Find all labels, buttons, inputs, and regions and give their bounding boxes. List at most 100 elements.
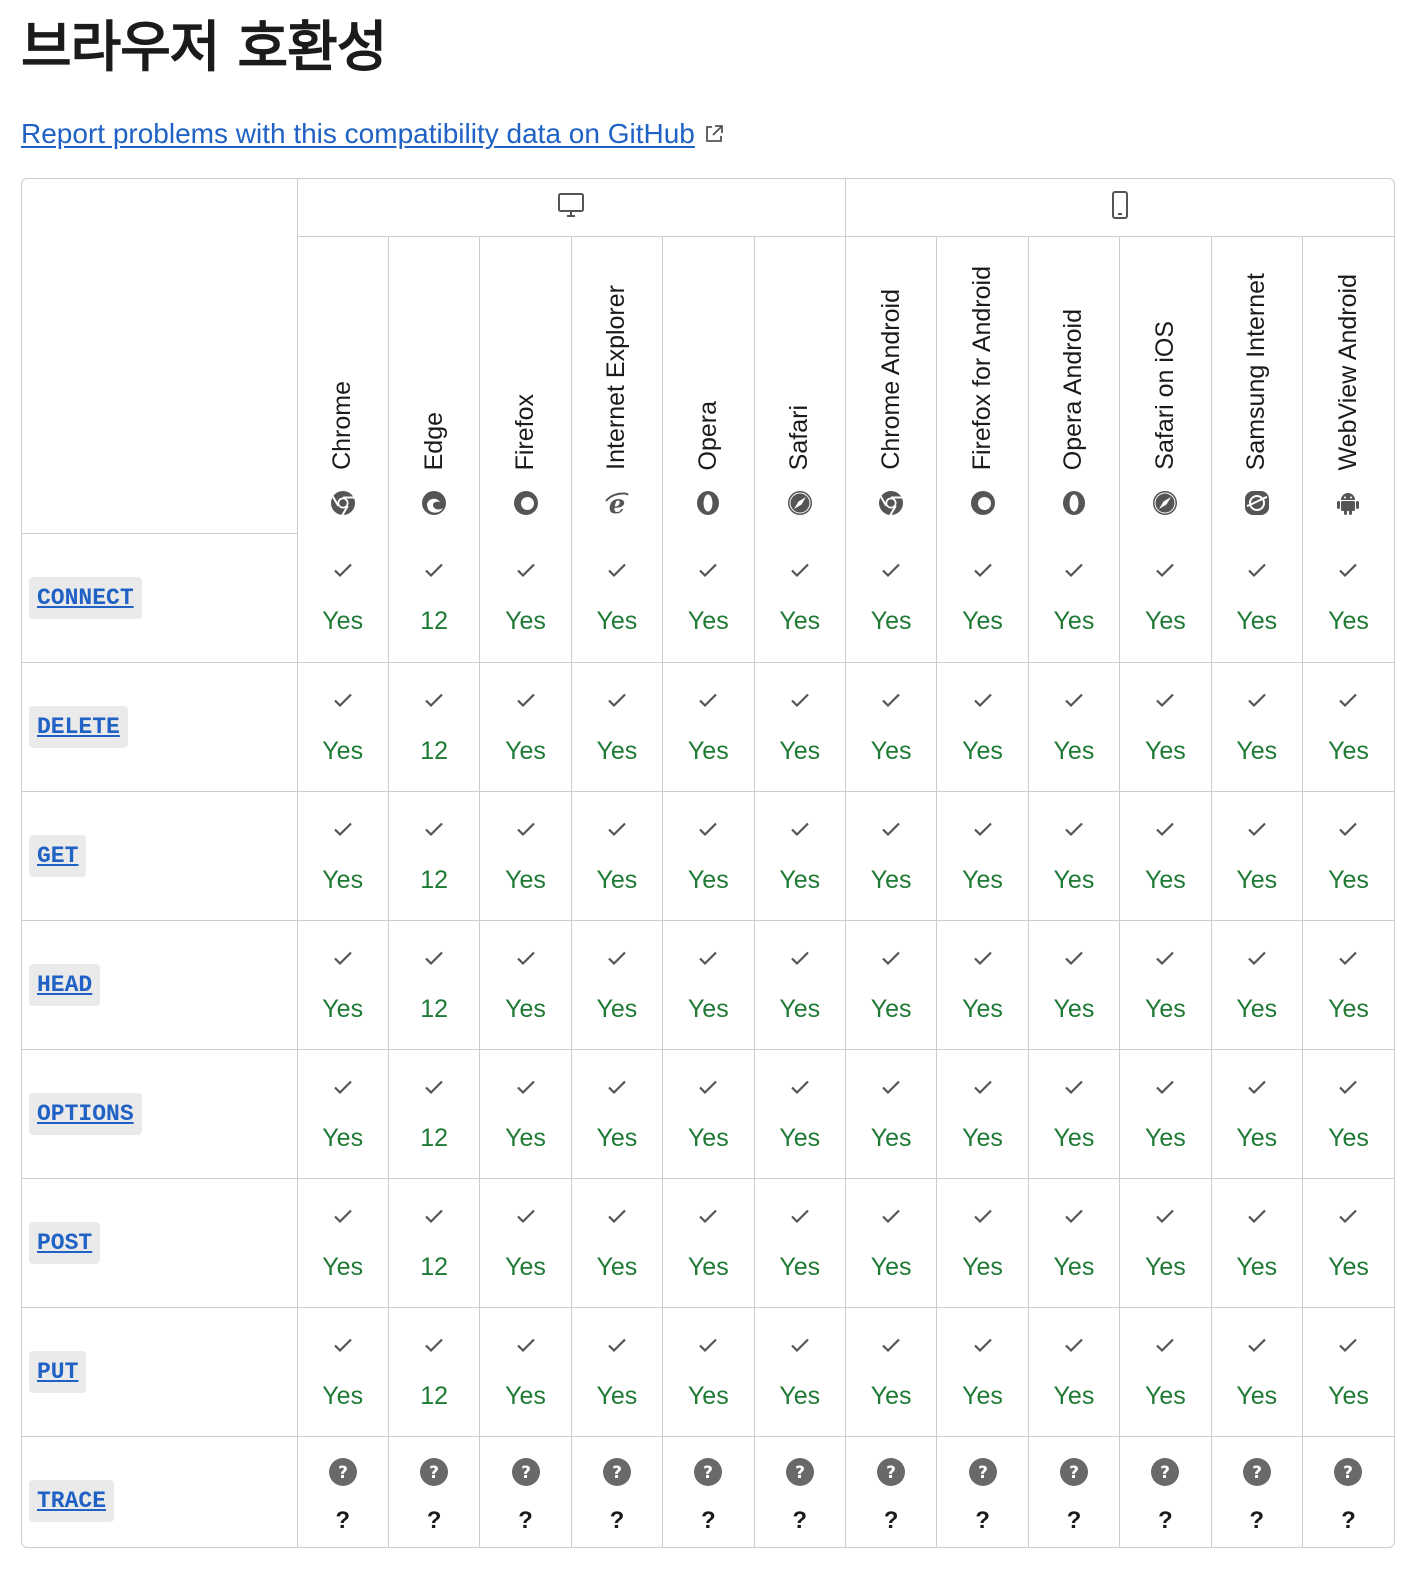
support-cell[interactable]: 12 — [387, 790, 481, 921]
support-cell[interactable]: Yes — [1301, 1306, 1394, 1437]
support-cell[interactable]: Yes — [479, 1306, 572, 1437]
support-cell[interactable]: Yes — [936, 1177, 1029, 1308]
support-cell[interactable]: Yes — [1119, 533, 1212, 663]
support-cell[interactable]: ?? — [936, 1435, 1029, 1547]
support-cell[interactable]: Yes — [753, 661, 846, 792]
support-cell[interactable]: Yes — [1119, 919, 1212, 1050]
support-cell[interactable]: 12 — [387, 533, 481, 663]
support-cell[interactable]: Yes — [662, 1048, 755, 1179]
feature-link[interactable]: CONNECT — [29, 576, 142, 619]
support-cell[interactable]: Yes — [844, 1048, 938, 1179]
support-cell[interactable]: Yes — [296, 790, 389, 921]
support-cell[interactable]: Yes — [1027, 1306, 1121, 1437]
feature-link[interactable]: OPTIONS — [29, 1092, 142, 1135]
support-cell[interactable]: Yes — [1119, 1177, 1212, 1308]
support-cell[interactable]: Yes — [570, 533, 664, 663]
support-cell[interactable]: Yes — [844, 533, 938, 663]
support-cell[interactable]: Yes — [1301, 661, 1394, 792]
support-cell[interactable]: Yes — [1301, 919, 1394, 1050]
support-cell[interactable]: Yes — [936, 1048, 1029, 1179]
feature-link[interactable]: POST — [29, 1221, 101, 1264]
support-cell[interactable]: Yes — [296, 1306, 389, 1437]
support-cell[interactable]: Yes — [1119, 790, 1212, 921]
support-cell[interactable]: Yes — [1210, 1306, 1303, 1437]
support-cell[interactable]: Yes — [844, 919, 938, 1050]
support-cell[interactable]: ?? — [1119, 1435, 1212, 1547]
support-cell[interactable]: Yes — [1119, 661, 1212, 792]
support-cell[interactable]: Yes — [296, 1177, 389, 1308]
support-cell[interactable]: Yes — [1210, 1177, 1303, 1308]
support-cell[interactable]: Yes — [753, 1177, 846, 1308]
support-cell[interactable]: 12 — [387, 919, 481, 1050]
support-cell[interactable]: Yes — [1027, 790, 1121, 921]
support-cell[interactable]: Yes — [936, 533, 1029, 663]
support-cell[interactable]: Yes — [1119, 1048, 1212, 1179]
support-cell[interactable]: Yes — [1027, 533, 1121, 663]
support-cell[interactable]: Yes — [570, 1048, 664, 1179]
support-cell[interactable]: ?? — [1301, 1435, 1394, 1547]
feature-link[interactable]: HEAD — [29, 963, 101, 1006]
support-cell[interactable]: ?? — [1210, 1435, 1303, 1547]
feature-link[interactable]: DELETE — [29, 705, 128, 748]
support-cell[interactable]: Yes — [662, 1177, 755, 1308]
support-cell[interactable]: Yes — [570, 661, 664, 792]
support-cell[interactable]: Yes — [570, 1306, 664, 1437]
support-cell[interactable]: Yes — [753, 1306, 846, 1437]
support-cell[interactable]: Yes — [936, 1306, 1029, 1437]
support-cell[interactable]: Yes — [570, 790, 664, 921]
support-cell[interactable]: ?? — [570, 1435, 664, 1547]
support-cell[interactable]: Yes — [570, 1177, 664, 1308]
support-cell[interactable]: Yes — [296, 1048, 389, 1179]
support-cell[interactable]: Yes — [662, 661, 755, 792]
support-cell[interactable]: Yes — [479, 533, 572, 663]
support-cell[interactable]: Yes — [479, 1177, 572, 1308]
support-cell[interactable]: ?? — [753, 1435, 846, 1547]
support-cell[interactable]: ?? — [479, 1435, 572, 1547]
support-cell[interactable]: Yes — [479, 661, 572, 792]
support-cell[interactable]: Yes — [936, 790, 1029, 921]
support-cell[interactable]: Yes — [1301, 790, 1394, 921]
support-cell[interactable]: 12 — [387, 661, 481, 792]
support-cell[interactable]: Yes — [1027, 1177, 1121, 1308]
support-cell[interactable]: Yes — [1210, 1048, 1303, 1179]
support-cell[interactable]: Yes — [1027, 919, 1121, 1050]
support-cell[interactable]: Yes — [479, 919, 572, 1050]
support-cell[interactable]: ?? — [387, 1435, 481, 1547]
report-problems-link[interactable]: Report problems with this compatibility … — [21, 118, 725, 150]
support-cell[interactable]: Yes — [479, 790, 572, 921]
support-cell[interactable]: Yes — [844, 1177, 938, 1308]
support-cell[interactable]: Yes — [1027, 661, 1121, 792]
support-cell[interactable]: Yes — [570, 919, 664, 1050]
feature-link[interactable]: GET — [29, 834, 87, 877]
support-cell[interactable]: Yes — [1210, 533, 1303, 663]
support-cell[interactable]: 12 — [387, 1048, 481, 1179]
support-cell[interactable]: Yes — [296, 919, 389, 1050]
support-cell[interactable]: Yes — [1210, 790, 1303, 921]
support-cell[interactable]: ?? — [662, 1435, 755, 1547]
support-cell[interactable]: Yes — [1301, 533, 1394, 663]
support-cell[interactable]: Yes — [1301, 1048, 1394, 1179]
support-cell[interactable]: 12 — [387, 1306, 481, 1437]
support-cell[interactable]: Yes — [753, 919, 846, 1050]
support-cell[interactable]: Yes — [296, 533, 389, 663]
support-cell[interactable]: Yes — [662, 533, 755, 663]
support-cell[interactable]: Yes — [753, 1048, 846, 1179]
support-cell[interactable]: Yes — [1119, 1306, 1212, 1437]
support-cell[interactable]: ?? — [844, 1435, 938, 1547]
support-cell[interactable]: Yes — [662, 790, 755, 921]
support-cell[interactable]: ?? — [1027, 1435, 1121, 1547]
feature-link[interactable]: TRACE — [29, 1479, 115, 1522]
support-cell[interactable]: Yes — [753, 790, 846, 921]
support-cell[interactable]: Yes — [662, 919, 755, 1050]
support-cell[interactable]: Yes — [1210, 919, 1303, 1050]
support-cell[interactable]: Yes — [1210, 661, 1303, 792]
support-cell[interactable]: Yes — [753, 533, 846, 663]
support-cell[interactable]: Yes — [844, 1306, 938, 1437]
support-cell[interactable]: Yes — [936, 919, 1029, 1050]
feature-link[interactable]: PUT — [29, 1350, 87, 1393]
support-cell[interactable]: Yes — [296, 661, 389, 792]
support-cell[interactable]: Yes — [479, 1048, 572, 1179]
support-cell[interactable]: Yes — [936, 661, 1029, 792]
support-cell[interactable]: Yes — [844, 661, 938, 792]
support-cell[interactable]: Yes — [1301, 1177, 1394, 1308]
